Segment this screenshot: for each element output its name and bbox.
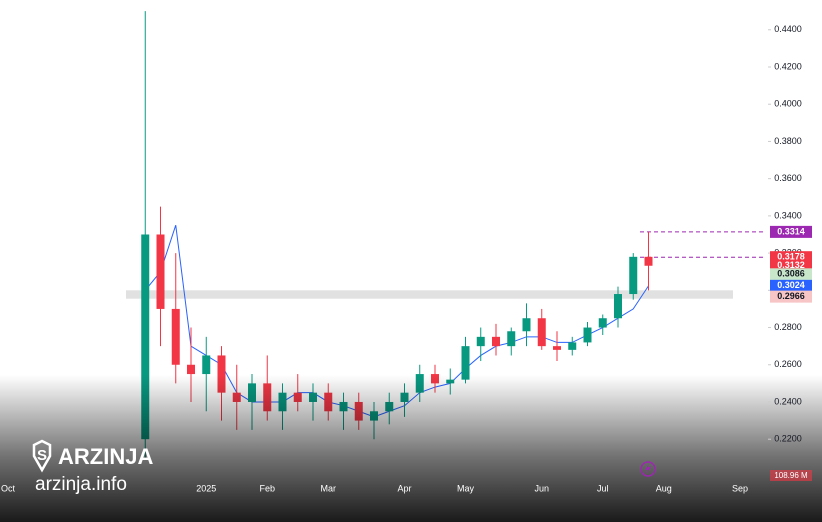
- candle-body: [461, 346, 470, 380]
- y-tick-label: 0.4000: [774, 99, 802, 109]
- candle-body: [629, 256, 638, 295]
- candle-body: [171, 308, 180, 365]
- event-bolt: [645, 464, 651, 474]
- price-label: 0.3178: [777, 252, 805, 262]
- brand: ARZINJA: [58, 444, 153, 469]
- y-tick-label: 0.3400: [774, 210, 802, 220]
- y-tick-label: 0.2200: [774, 434, 802, 444]
- candle-body: [507, 331, 516, 347]
- y-tick-label: 0.3600: [774, 173, 802, 183]
- y-tick-label: 0.2600: [774, 359, 802, 369]
- candle-body: [553, 346, 561, 350]
- y-tick-label: 0.2400: [774, 396, 802, 406]
- x-tick-label: Sep: [732, 483, 748, 493]
- price-label-bg: [770, 290, 812, 303]
- price-label: 0.3132: [777, 260, 805, 270]
- candle-body: [598, 318, 607, 328]
- price-label-bg: [770, 268, 812, 281]
- logo-s: S: [37, 447, 47, 464]
- logo: [32, 439, 52, 473]
- volume-label-bg: [770, 470, 812, 481]
- price-label-bg: [770, 279, 812, 292]
- price-label: 0.2966: [777, 291, 805, 301]
- x-tick-label: Jun: [534, 483, 549, 493]
- x-tick-label: Mar: [321, 483, 337, 493]
- price-label: 0.3086: [777, 269, 805, 279]
- axis: 0.22000.24000.26000.28000.30000.32000.34…: [1, 24, 812, 493]
- x-tick-label: Aug: [656, 483, 672, 493]
- candle-body: [522, 318, 531, 332]
- price-label: 0.3314: [777, 226, 805, 236]
- y-tick-label: 0.3800: [774, 136, 802, 146]
- x-tick-label: Apr: [397, 483, 411, 493]
- candle-body: [614, 294, 622, 319]
- candle-body: [202, 355, 211, 375]
- x-tick-label: May: [457, 483, 475, 493]
- price-label: 0.3024: [777, 280, 805, 290]
- y-tick-label: 0.2800: [774, 322, 802, 332]
- x-tick-label: Oct: [1, 483, 16, 493]
- candle-body: [156, 234, 165, 309]
- support-zone: [126, 290, 733, 299]
- x-tick-label: Feb: [259, 483, 275, 493]
- watermark-fade: [0, 375, 822, 522]
- candle-body: [583, 327, 592, 343]
- y-tick-label: 0.4200: [774, 61, 802, 71]
- candle-body: [476, 336, 485, 347]
- volume-label: 108.96 M: [774, 471, 808, 480]
- y-tick-label: 0.4400: [774, 24, 802, 34]
- candle-body: [492, 336, 500, 347]
- event-icon[interactable]: [640, 461, 656, 477]
- candle-body: [644, 256, 653, 266]
- candle-body: [141, 234, 150, 440]
- candle-body: [568, 342, 577, 350]
- candle-body: [217, 355, 226, 393]
- price-label-bg: [770, 225, 812, 238]
- site: arzinja.info: [35, 474, 127, 495]
- x-tick-label: 2025: [196, 483, 216, 493]
- x-tick-label: Jul: [597, 483, 609, 493]
- candle-body: [187, 364, 195, 375]
- candle-body: [537, 318, 546, 347]
